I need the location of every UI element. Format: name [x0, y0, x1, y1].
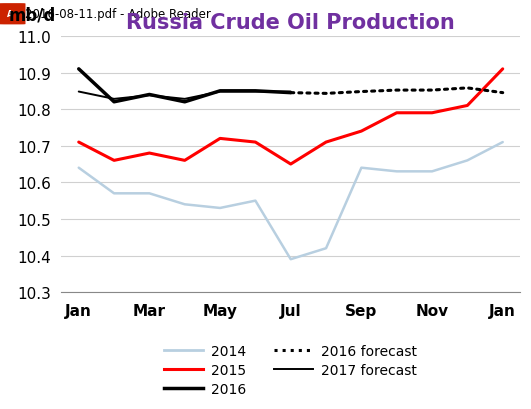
Text: mb/d: mb/d: [8, 6, 56, 24]
Legend: 2014, 2015, 2016, 2016 forecast, 2017 forecast: 2014, 2015, 2016, 2016 forecast, 2017 fo…: [164, 344, 417, 396]
Title: Russia Crude Oil Production: Russia Crude Oil Production: [126, 13, 455, 32]
Text: 2016-08-11.pdf - Adobe Reader: 2016-08-11.pdf - Adobe Reader: [25, 8, 211, 21]
FancyBboxPatch shape: [0, 4, 25, 25]
Text: A: A: [7, 10, 13, 19]
